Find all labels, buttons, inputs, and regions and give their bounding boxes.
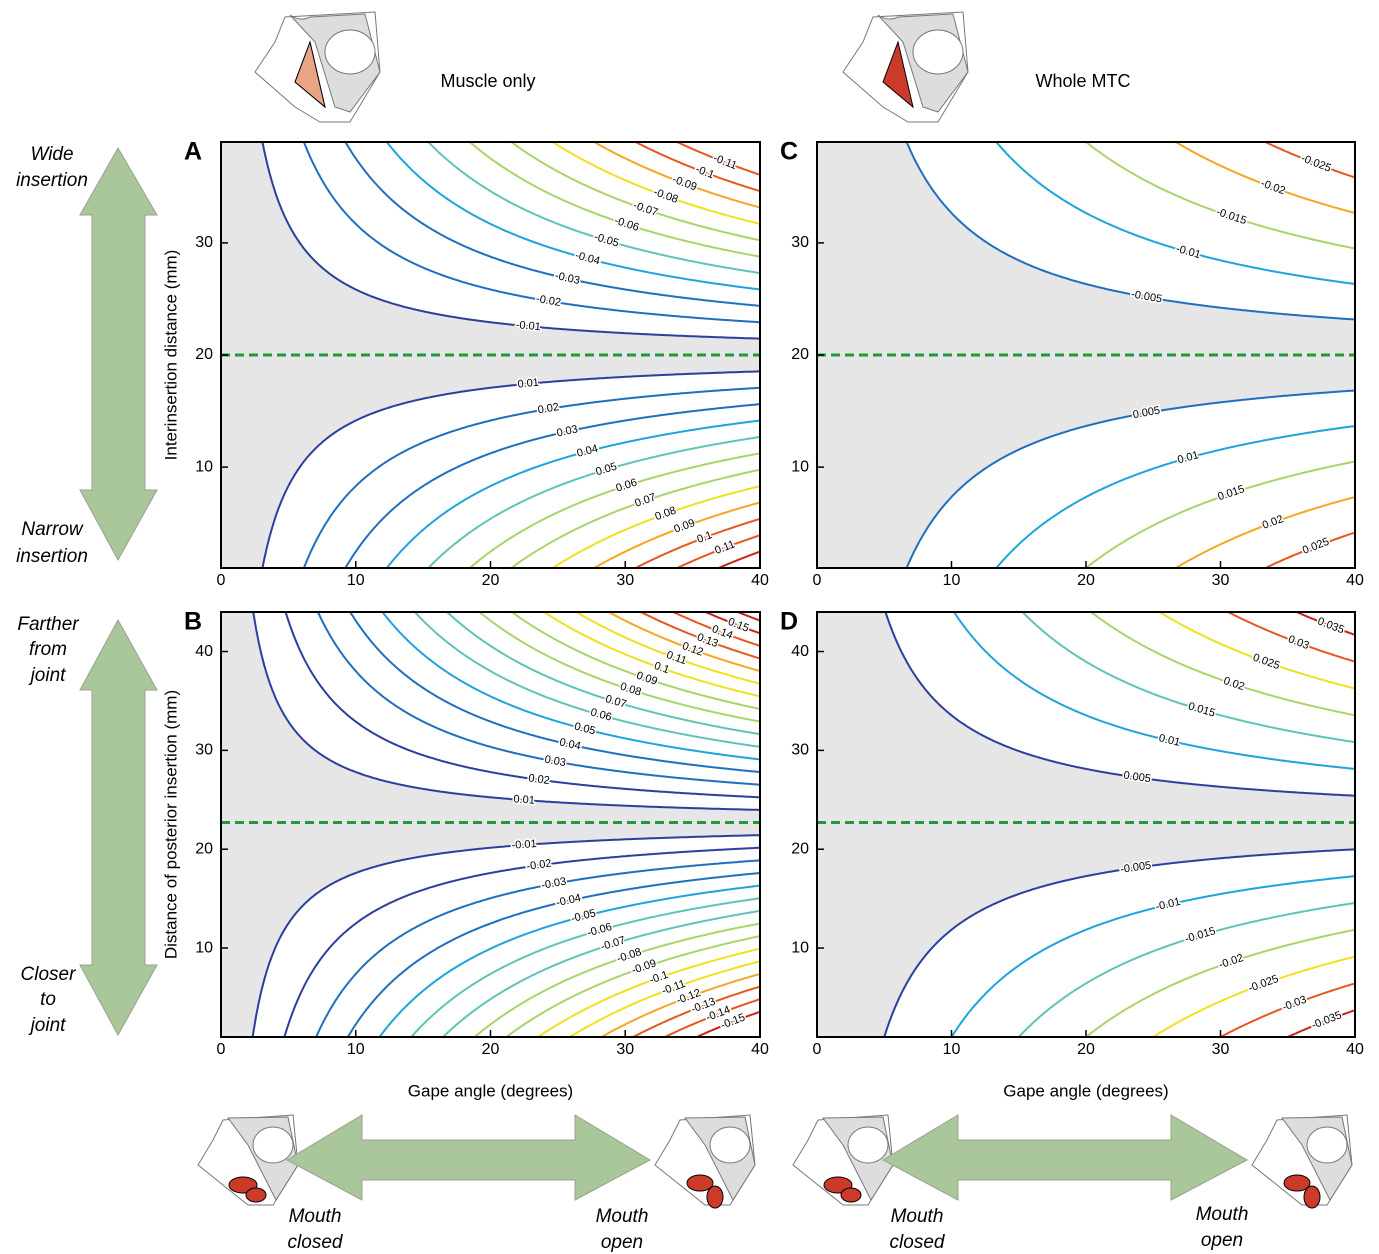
y-tick-label: 20: [195, 346, 213, 363]
x-tick-label: 10: [943, 1041, 961, 1058]
arrow-label: closed: [288, 1232, 344, 1253]
icon-mtc: [843, 12, 968, 122]
y-axis-label: Distance of posterior insertion (mm): [161, 690, 180, 959]
arrow-label: Mouth: [891, 1206, 944, 1227]
arrow-label: insertion: [16, 546, 88, 567]
y-tick-label: 10: [195, 458, 213, 475]
y-tick-label: 20: [791, 840, 809, 857]
y-tick-label: 20: [791, 346, 809, 363]
x-tick-label: 0: [813, 1041, 822, 1058]
arrow-label: open: [1201, 1230, 1243, 1251]
icon-open: [1252, 1115, 1352, 1208]
icon-closed: [198, 1115, 298, 1205]
x-tick-label: 20: [1077, 572, 1095, 589]
x-tick-label: 10: [943, 572, 961, 589]
arrow-label: open: [601, 1232, 643, 1253]
arrow-label: Mouth: [596, 1206, 649, 1227]
x-tick-label: 40: [751, 572, 769, 589]
panel-letter: B: [184, 608, 202, 636]
arrow: [883, 1115, 1247, 1200]
x-tick-label: 40: [1346, 1041, 1364, 1058]
contour-label: 0.01: [513, 793, 535, 807]
y-tick-label: 30: [195, 234, 213, 251]
y-tick-label: 30: [791, 742, 809, 759]
x-axis-label: Gape angle (degrees): [1003, 1081, 1168, 1100]
contour-label: -0.01: [511, 838, 537, 852]
arrow-label: Closer: [21, 964, 77, 985]
x-axis-label: Gape angle (degrees): [408, 1081, 573, 1100]
panel-letter: D: [780, 608, 798, 636]
arrow-label: joint: [28, 1015, 67, 1036]
x-tick-label: 20: [1077, 1041, 1095, 1058]
arrow-label: insertion: [16, 170, 88, 191]
arrow-label: from: [29, 639, 67, 660]
icon-muscle: [255, 12, 380, 122]
arrow-label: Wide: [30, 144, 73, 165]
y-tick-label: 10: [791, 458, 809, 475]
y-tick-label: 10: [791, 939, 809, 956]
arrow: [287, 1115, 650, 1200]
column-title: Whole MTC: [1035, 71, 1130, 91]
x-tick-label: 0: [217, 572, 226, 589]
column-title: Muscle only: [440, 71, 535, 91]
y-tick-label: 40: [791, 643, 809, 660]
x-tick-label: 40: [1346, 572, 1364, 589]
x-tick-label: 10: [347, 572, 365, 589]
contour-label: 0.01: [517, 377, 539, 391]
arrow-label: Mouth: [1196, 1204, 1249, 1225]
arrow-label: Farther: [17, 614, 79, 635]
x-tick-label: 20: [482, 1041, 500, 1058]
x-tick-label: 20: [482, 572, 500, 589]
arrow-label: to: [40, 989, 56, 1010]
figure: Muscle only Whole MTC Wide insertion Nar…: [0, 0, 1379, 1254]
y-tick-label: 20: [195, 840, 213, 857]
arrow-label: Narrow: [21, 519, 84, 540]
arrow-label: closed: [890, 1232, 946, 1253]
arrow: [80, 148, 157, 560]
y-tick-label: 40: [195, 643, 213, 660]
icon-open: [655, 1115, 755, 1208]
y-tick-label: 10: [195, 939, 213, 956]
arrow: [80, 620, 157, 1035]
icon-closed: [793, 1115, 893, 1205]
x-tick-label: 30: [1212, 1041, 1230, 1058]
y-tick-label: 30: [195, 742, 213, 759]
y-axis-label: Interinsertion distance (mm): [161, 250, 180, 461]
contour-label: -0.01: [515, 319, 541, 333]
panel-letter: A: [184, 138, 202, 166]
panel-letter: C: [780, 138, 798, 166]
arrow-label: joint: [28, 665, 67, 686]
x-tick-label: 0: [813, 572, 822, 589]
x-tick-label: 0: [217, 1041, 226, 1058]
x-tick-label: 30: [616, 572, 634, 589]
y-tick-label: 30: [791, 234, 809, 251]
x-tick-label: 30: [616, 1041, 634, 1058]
x-tick-label: 30: [1212, 572, 1230, 589]
x-tick-label: 10: [347, 1041, 365, 1058]
x-tick-label: 40: [751, 1041, 769, 1058]
arrow-label: Mouth: [289, 1206, 342, 1227]
